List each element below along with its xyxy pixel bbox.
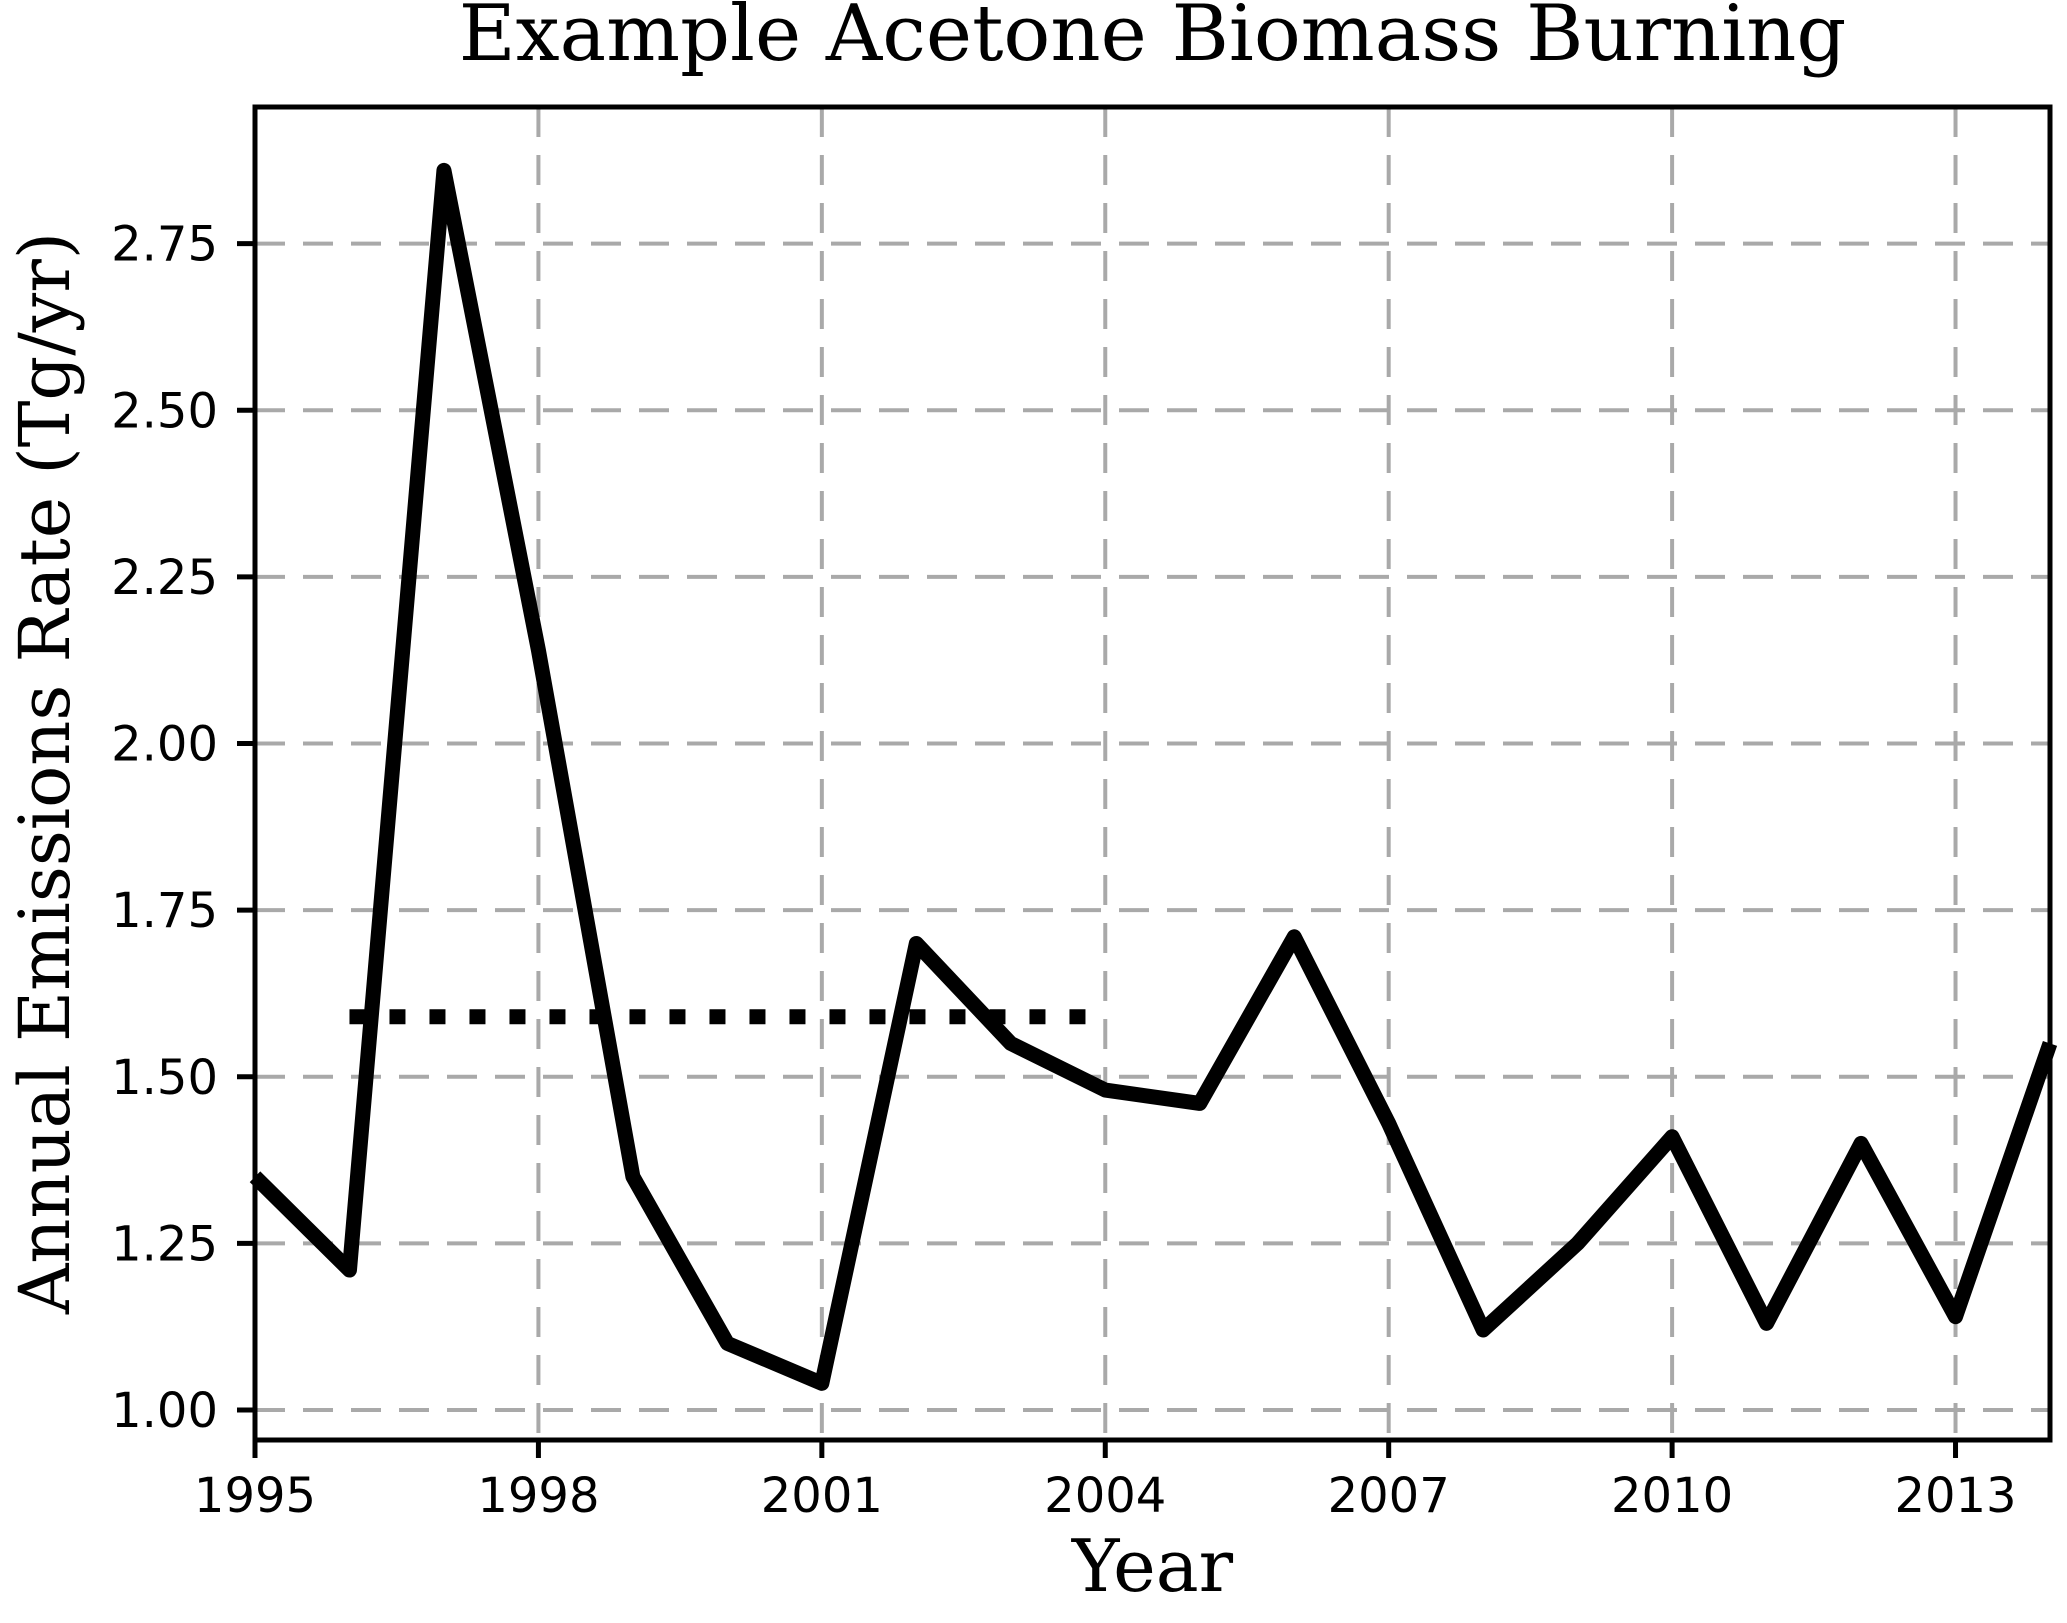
plot-background bbox=[255, 107, 2050, 1440]
x-tick-label: 2001 bbox=[761, 1468, 883, 1524]
x-tick-label: 2010 bbox=[1611, 1468, 1733, 1524]
axes-spines bbox=[252, 104, 2053, 1443]
y-tick-label: 2.50 bbox=[111, 383, 218, 439]
x-tick-label: 1995 bbox=[194, 1468, 316, 1524]
x-axis-label: Year bbox=[1071, 1524, 1234, 1608]
x-tick-label: 2013 bbox=[1894, 1468, 2016, 1524]
y-tick-label: 1.25 bbox=[111, 1216, 218, 1272]
y-tick-label: 2.00 bbox=[111, 717, 218, 773]
series-line-annual_emissions_rate bbox=[249, 162, 2058, 1391]
y-tick-label: 1.75 bbox=[111, 883, 218, 939]
y-tick-label: 2.25 bbox=[111, 550, 218, 606]
x-tick-label: 2004 bbox=[1044, 1468, 1166, 1524]
y-tick-label: 2.75 bbox=[111, 217, 218, 273]
x-tick-label: 2007 bbox=[1328, 1468, 1450, 1524]
x-tick-label: 1998 bbox=[477, 1468, 599, 1524]
y-tick-label: 1.00 bbox=[111, 1383, 218, 1439]
y-tick-label: 1.50 bbox=[111, 1050, 218, 1106]
chart-title: Example Acetone Biomass Burning bbox=[458, 0, 1847, 79]
